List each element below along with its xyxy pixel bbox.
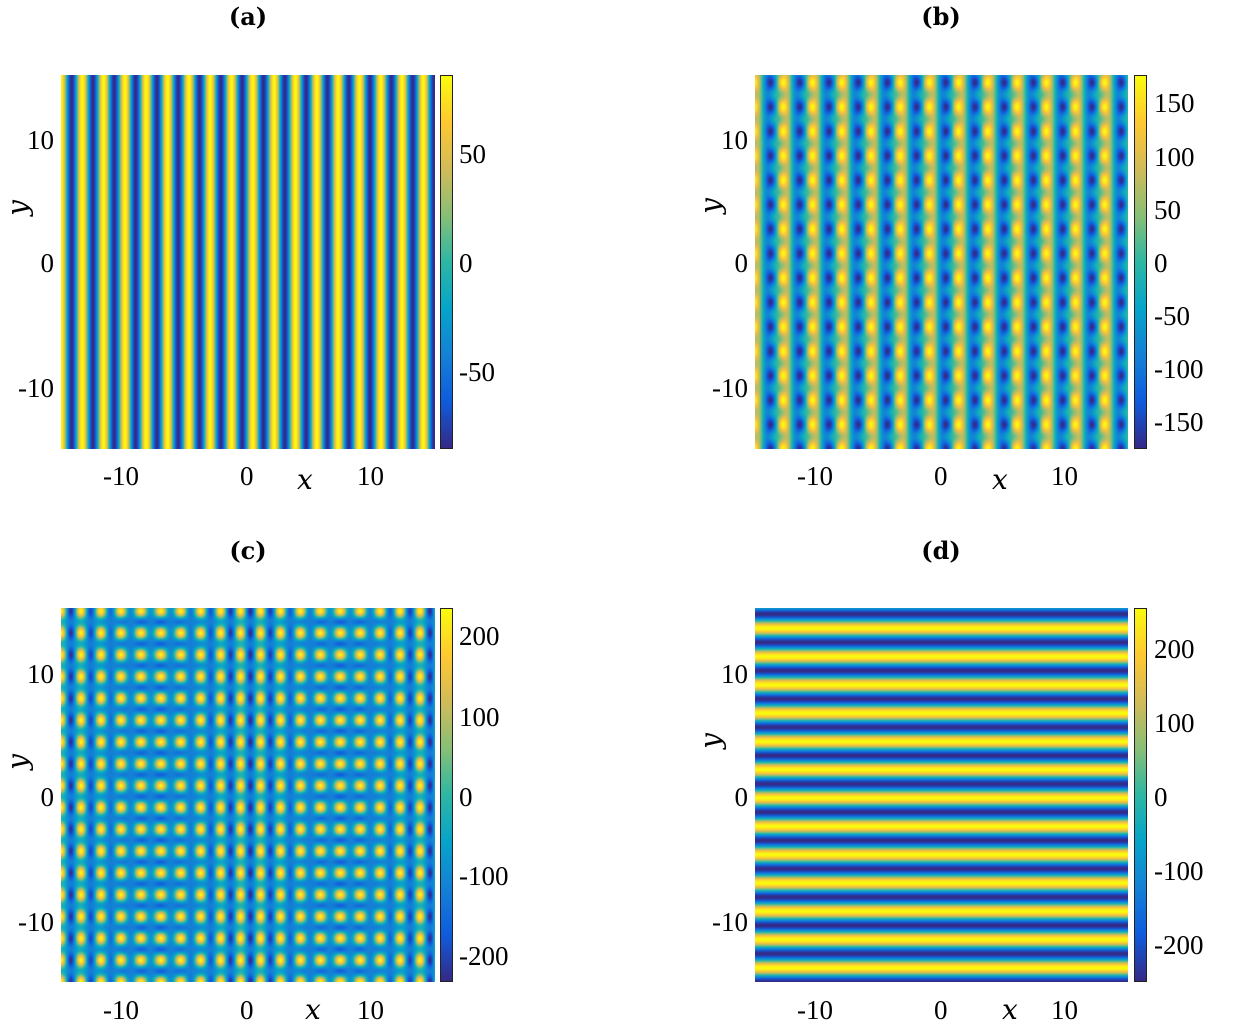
heatmap-a [61, 75, 435, 449]
panel-title-b: (b) [921, 2, 961, 31]
xtick-d-0: 0 [934, 995, 948, 1025]
ylabel-d: y [693, 733, 727, 749]
colorbar-d [1134, 608, 1147, 982]
colorbar-b [1134, 75, 1147, 449]
ytick-c-neg10: -10 [18, 907, 54, 937]
colorbar-a [440, 75, 453, 449]
cbar-tick-c-3: -100 [459, 861, 509, 891]
heatmap-c [61, 608, 435, 982]
panel-title-d: (d) [921, 536, 961, 565]
cbar-tick-d-1: 100 [1154, 708, 1195, 738]
xlabel-c: x [305, 993, 321, 1026]
cbar-tick-a-2: -50 [459, 357, 495, 387]
ytick-d-0: 0 [734, 782, 749, 812]
cbar-tick-b-1: 100 [1154, 142, 1195, 172]
panel-title-c: (c) [229, 536, 267, 565]
cbar-tick-c-0: 200 [459, 621, 500, 651]
cbar-tick-b-2: 50 [1154, 195, 1181, 225]
xlabel-d: x [1002, 993, 1018, 1026]
xtick-a-10: 10 [357, 461, 384, 491]
ytick-b-neg10: -10 [712, 373, 748, 403]
cbar-tick-d-0: 200 [1154, 634, 1195, 664]
ytick-d-neg10: -10 [712, 907, 748, 937]
xtick-b-0: 0 [934, 461, 948, 491]
xtick-d-10: 10 [1051, 995, 1078, 1025]
heatmap-d [755, 608, 1128, 982]
cbar-tick-b-4: -50 [1154, 301, 1190, 331]
cbar-tick-c-4: -200 [459, 941, 509, 971]
cbar-tick-c-1: 100 [459, 702, 500, 732]
cbar-tick-d-2: 0 [1154, 782, 1168, 812]
xlabel-a: x [297, 463, 313, 496]
ytick-d-10: 10 [721, 659, 748, 689]
ytick-a-0: 0 [40, 248, 55, 278]
cbar-tick-b-5: -100 [1154, 354, 1204, 384]
ytick-a-neg10: -10 [18, 373, 54, 403]
xtick-a-0: 0 [240, 461, 254, 491]
cbar-tick-a-1: 0 [459, 248, 473, 278]
xtick-a-neg10: -10 [103, 461, 139, 491]
xtick-c-10: 10 [357, 995, 384, 1025]
ytick-a-10: 10 [27, 125, 54, 155]
ytick-b-10: 10 [721, 125, 748, 155]
panel-title-a: (a) [228, 2, 268, 31]
cbar-tick-d-3: -100 [1154, 856, 1204, 886]
ylabel-a: y [0, 200, 34, 216]
cbar-tick-d-4: -200 [1154, 930, 1204, 960]
xtick-b-10: 10 [1051, 461, 1078, 491]
ytick-b-0: 0 [734, 248, 749, 278]
heatmap-b [755, 75, 1128, 449]
cbar-tick-b-3: 0 [1154, 248, 1168, 278]
xtick-b-neg10: -10 [797, 461, 833, 491]
ytick-c-0: 0 [40, 782, 55, 812]
cbar-tick-c-2: 0 [459, 782, 473, 812]
ylabel-b: y [693, 198, 727, 214]
cbar-tick-b-0: 150 [1154, 88, 1195, 118]
xtick-c-0: 0 [240, 995, 254, 1025]
cbar-tick-a-0: 50 [459, 139, 486, 169]
cbar-tick-b-6: -150 [1154, 407, 1204, 437]
ylabel-c: y [0, 754, 34, 770]
xlabel-b: x [992, 463, 1008, 496]
colorbar-c [440, 608, 453, 982]
ytick-c-10: 10 [27, 659, 54, 689]
xtick-d-neg10: -10 [797, 995, 833, 1025]
xtick-c-neg10: -10 [103, 995, 139, 1025]
